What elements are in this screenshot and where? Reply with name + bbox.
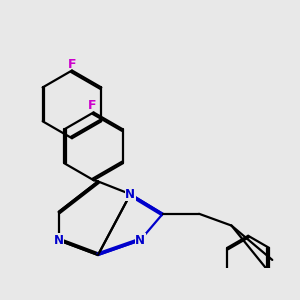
Text: N: N (54, 234, 64, 247)
Text: F: F (68, 58, 76, 70)
Text: F: F (88, 99, 96, 112)
Text: N: N (125, 188, 135, 201)
Text: N: N (135, 234, 145, 247)
